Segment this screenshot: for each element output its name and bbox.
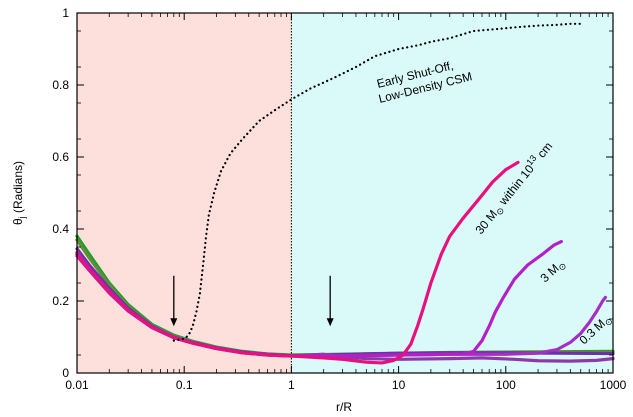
- y-axis-title-units: (Radians): [11, 161, 25, 216]
- y-axis-title-subscript: j: [17, 216, 27, 219]
- y-tick-label-2: 0.4: [52, 222, 69, 236]
- x-tick-label-0: 0.01: [65, 378, 89, 392]
- y-tick-label-5: 1: [62, 6, 69, 20]
- region-0: [77, 13, 292, 373]
- series-layer: [75, 22, 615, 365]
- arrow-head-1: [326, 318, 334, 327]
- x-tick-label-2: 1: [288, 378, 295, 392]
- background-regions: [77, 13, 613, 373]
- y-tick-label-4: 0.8: [52, 78, 69, 92]
- annotation-30msun-exponent: 13: [524, 153, 538, 167]
- x-axis-title: r/R: [336, 400, 352, 414]
- y-tick-label-0: 0: [62, 366, 69, 380]
- arrows: [170, 275, 334, 327]
- x-tick-label-4: 100: [496, 378, 516, 392]
- series-line-6: [75, 160, 520, 365]
- axis-ticks: 0.01 0.1 1 10 100 1000 0 0.2 0.4 0.6 0.8 1: [52, 6, 626, 392]
- y-axis-title: θj (Radians): [11, 161, 27, 225]
- series-line-7: [172, 22, 582, 342]
- y-tick-label-1: 0.2: [52, 294, 69, 308]
- y-tick-label-3: 0.6: [52, 150, 69, 164]
- y-axis-title-theta: θ: [11, 218, 25, 225]
- x-tick-label-3: 10: [392, 378, 406, 392]
- x-tick-label-1: 0.1: [176, 378, 193, 392]
- plot-frame: [76, 12, 614, 374]
- arrow-head-0: [170, 318, 178, 327]
- x-tick-label-5: 1000: [600, 378, 627, 392]
- region-1: [291, 13, 613, 373]
